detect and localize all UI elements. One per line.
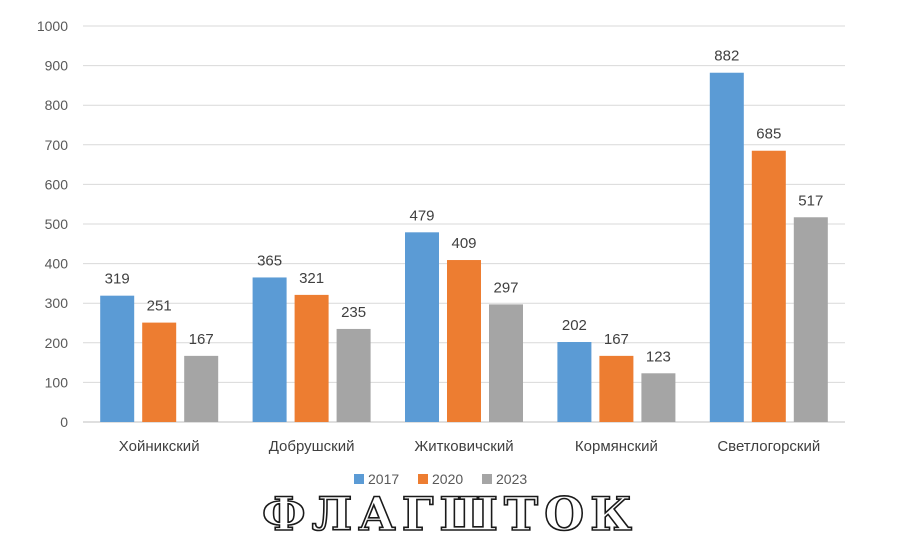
data-label: 251	[147, 298, 172, 315]
y-axis: 0 100 200 300 400 500 600 700 800 900 1000	[37, 18, 68, 430]
data-label: 123	[646, 348, 671, 365]
data-label: 479	[409, 207, 434, 224]
flagshtok-watermark: ФЛАГШТОК	[262, 487, 638, 541]
bar-2020	[294, 294, 329, 422]
y-tick-label: 600	[45, 176, 69, 192]
data-labels: 319 251 167 365 321 235 479 409 297 202 167 123 882 6…	[105, 48, 824, 366]
data-label: 167	[604, 331, 629, 348]
bars	[100, 72, 828, 423]
y-tick-label: 700	[45, 137, 69, 153]
data-label: 297	[493, 279, 518, 296]
y-tick-label: 1000	[37, 18, 68, 34]
x-axis: Хойникский Добрушский Житковичский Кормянск…	[119, 438, 820, 455]
y-tick-label: 400	[45, 256, 69, 272]
category-label: Кормянский	[575, 438, 658, 455]
y-tick-label: 100	[45, 374, 69, 390]
legend-label: 2017	[368, 471, 399, 487]
y-tick-label: 200	[45, 335, 69, 351]
legend: 2017 2020 2023	[354, 471, 527, 487]
category-label: Хойникский	[119, 438, 200, 455]
bar-2023	[336, 328, 371, 422]
y-tick-label: 500	[45, 216, 69, 232]
legend-swatch	[418, 474, 428, 484]
data-label: 882	[714, 48, 739, 65]
bar-2020	[447, 260, 481, 422]
bar-2020	[751, 150, 786, 423]
data-label: 167	[189, 331, 214, 348]
bar-2017	[709, 72, 744, 422]
bar-2017	[557, 342, 592, 422]
y-tick-label: 300	[45, 295, 69, 311]
y-tick-label: 900	[45, 58, 69, 74]
bar-2020	[142, 322, 177, 422]
bar-2023	[793, 217, 828, 422]
data-label: 365	[257, 252, 282, 269]
bar-2023	[641, 373, 676, 422]
data-label: 685	[756, 126, 781, 143]
data-label: 409	[451, 235, 476, 252]
category-label: Добрушский	[269, 438, 355, 455]
legend-label: 2023	[496, 471, 527, 487]
bar-2020	[599, 355, 634, 422]
bar-2017	[252, 277, 287, 422]
data-label: 321	[299, 270, 324, 287]
data-label: 202	[562, 317, 587, 334]
legend-swatch	[482, 474, 492, 484]
bar-2017	[100, 295, 135, 422]
bar-2023	[184, 355, 219, 422]
category-label: Житковичский	[414, 438, 513, 455]
bar-2023	[489, 304, 523, 422]
data-label: 517	[798, 192, 823, 209]
data-label: 235	[341, 304, 366, 321]
y-tick-label: 0	[60, 414, 68, 430]
legend-swatch	[354, 474, 364, 484]
data-label: 319	[105, 271, 130, 288]
legend-label: 2020	[432, 471, 463, 487]
bar-2017	[405, 232, 439, 422]
y-tick-label: 800	[45, 97, 69, 113]
category-label: Светлогорский	[717, 438, 820, 455]
